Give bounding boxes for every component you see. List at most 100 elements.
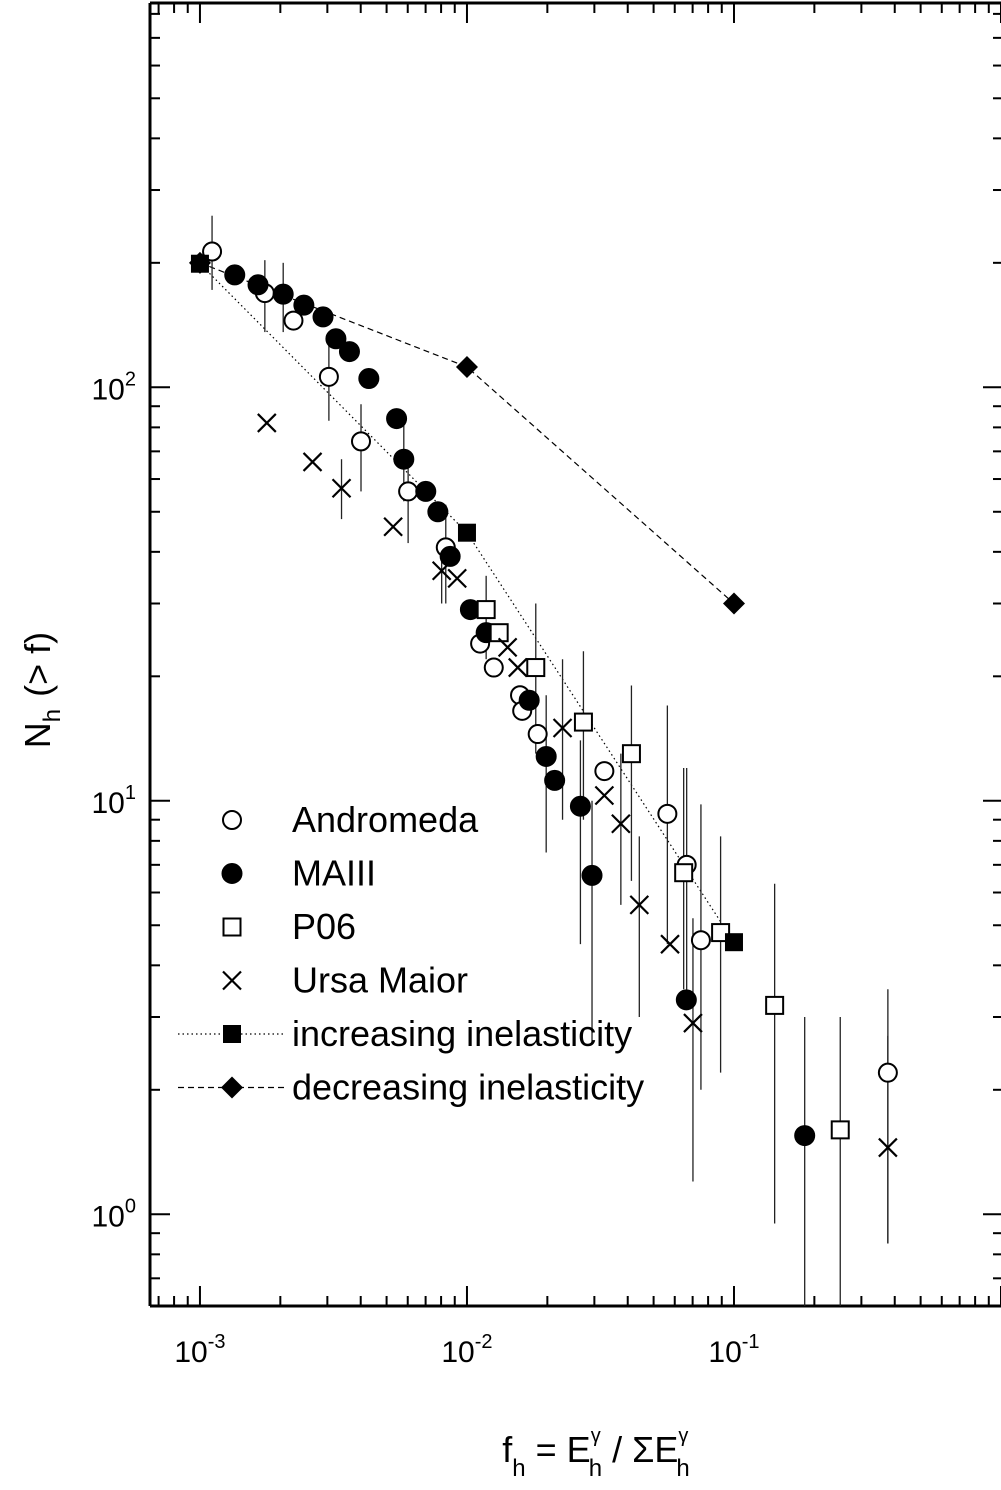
marker-cross — [222, 970, 242, 991]
marker-filled-diamond — [722, 592, 745, 615]
marker-cross — [552, 718, 573, 738]
marker-open-circle — [527, 724, 548, 745]
marker-filled-circle — [325, 328, 347, 350]
marker-filled-circle — [535, 745, 557, 767]
marker-filled-circle — [427, 501, 449, 523]
legend: Andromeda MAIII P06 Ursa Maior increasing in… — [178, 799, 644, 1108]
marker-open-square — [674, 863, 694, 883]
x-tick-label-base: 10 — [174, 1336, 207, 1369]
marker-open-square — [765, 995, 785, 1015]
marker-filled-diamond — [221, 1076, 243, 1099]
marker-open-circle — [594, 761, 615, 782]
y-tick-label-base: 10 — [92, 373, 125, 406]
y-label-sub-h: h — [39, 709, 66, 722]
x-tick-label: 10-3 — [174, 1331, 225, 1369]
x-label-eq: = E — [536, 1429, 591, 1470]
marker-open-square — [830, 1120, 850, 1140]
marker-open-circle — [222, 810, 242, 830]
x-label-sub2: h — [589, 1455, 602, 1482]
marker-filled-circle — [675, 989, 697, 1011]
x-axis-label: fh = Eγ h / ΣEγ h — [502, 1425, 689, 1482]
legend-label: MAIII — [292, 853, 376, 894]
legend-label: decreasing inelasticity — [292, 1067, 644, 1108]
marker-filled-circle — [569, 795, 591, 817]
marker-open-square — [526, 658, 546, 678]
x-tick-label: 10-2 — [441, 1331, 492, 1369]
marker-filled-circle — [224, 264, 246, 286]
marker-open-square — [222, 917, 242, 937]
marker-cross — [302, 452, 323, 472]
marker-filled-diamond — [188, 251, 211, 274]
x-label-f: f — [502, 1429, 513, 1470]
marker-cross — [383, 516, 403, 537]
marker-filled-circle — [518, 689, 540, 711]
legend-label: Andromeda — [292, 799, 479, 840]
marker-filled-circle — [221, 863, 243, 884]
marker-cross — [878, 1137, 898, 1158]
x-tick-label-base: 10 — [708, 1336, 741, 1369]
marker-filled-circle — [393, 448, 415, 470]
data-markers — [188, 241, 898, 1158]
marker-cross — [508, 657, 528, 678]
marker-filled-circle — [581, 864, 603, 886]
x-label-sup1: γ — [591, 1425, 601, 1447]
marker-filled-square — [223, 1025, 241, 1043]
marker-filled-circle — [415, 480, 437, 502]
marker-open-circle — [398, 481, 419, 502]
marker-open-circle — [318, 366, 339, 387]
y-label-rest: (> f) — [17, 632, 58, 697]
x-tick-label-exponent: -1 — [742, 1331, 760, 1353]
y-tick-label-base: 10 — [92, 787, 125, 820]
marker-filled-circle — [312, 306, 334, 328]
marker-filled-circle — [272, 283, 294, 305]
series-line — [199, 262, 735, 604]
marker-filled-square — [457, 523, 476, 542]
marker-open-square — [711, 923, 731, 943]
y-tick-label-exponent: 1 — [125, 782, 136, 804]
marker-cross — [611, 813, 631, 834]
marker-filled-diamond — [455, 355, 478, 378]
marker-open-circle — [690, 930, 711, 951]
marker-open-circle — [283, 310, 304, 331]
marker-cross — [629, 895, 650, 915]
y-tick-label-base: 10 — [92, 1200, 125, 1233]
marker-filled-circle — [544, 769, 566, 791]
legend-label: Ursa Maior — [292, 960, 468, 1001]
marker-filled-circle — [386, 408, 408, 430]
x-label-sub1: h — [512, 1455, 525, 1482]
y-tick-label: 102 — [92, 368, 137, 406]
x-tick-label-base: 10 — [441, 1336, 474, 1369]
marker-open-circle — [877, 1062, 898, 1083]
y-tick-label: 101 — [92, 782, 137, 820]
marker-cross — [447, 568, 467, 589]
x-tick-label-exponent: -2 — [475, 1331, 493, 1353]
marker-cross — [431, 560, 452, 581]
y-axis-label: Nh (> f) — [17, 632, 66, 748]
y-tick-label: 100 — [92, 1195, 137, 1233]
marker-filled-circle — [293, 294, 315, 316]
marker-cross — [331, 478, 352, 499]
marker-filled-circle — [247, 274, 269, 296]
x-tick-label-exponent: -3 — [208, 1331, 226, 1353]
marker-cross — [660, 934, 680, 954]
y-tick-label-exponent: 0 — [125, 1195, 136, 1217]
marker-filled-circle — [338, 341, 360, 363]
marker-cross — [683, 1013, 703, 1033]
marker-cross — [594, 785, 615, 806]
legend-label: increasing inelasticity — [292, 1013, 632, 1054]
axis-ticks — [150, 3, 1001, 1307]
y-tick-label-exponent: 2 — [125, 368, 136, 390]
axes-frame — [148, 1, 1001, 1308]
marker-open-circle — [351, 431, 372, 452]
marker-cross — [497, 637, 518, 658]
y-label-n: N — [17, 722, 58, 748]
marker-filled-square — [724, 933, 743, 952]
marker-open-square — [573, 712, 593, 732]
marker-open-square — [476, 600, 496, 620]
marker-open-circle — [657, 803, 678, 824]
marker-open-circle — [483, 657, 504, 678]
marker-open-square — [621, 744, 641, 764]
x-tick-label: 10-1 — [708, 1331, 759, 1369]
